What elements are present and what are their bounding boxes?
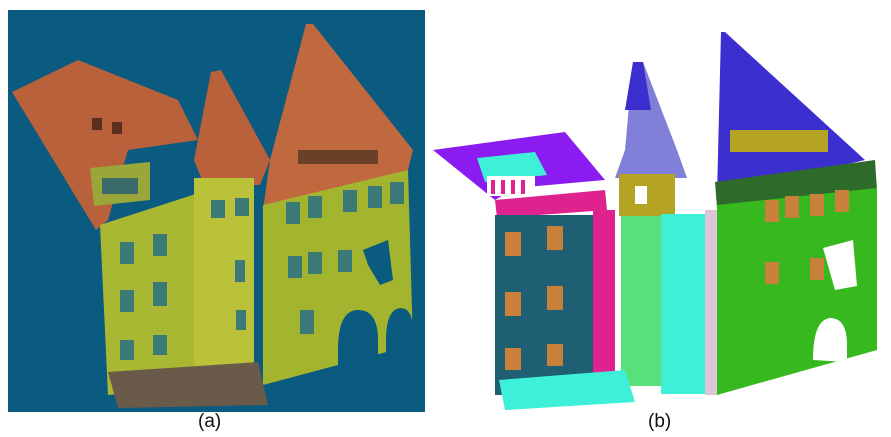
- porch-a: [108, 362, 268, 408]
- caption-b: (b): [648, 411, 672, 432]
- left-roof-a: [12, 60, 198, 230]
- right-roof-b: [717, 32, 865, 195]
- segmentation-render-b: [425, 10, 891, 412]
- point-cloud-render-a: [8, 10, 433, 412]
- segmented-image-b: [425, 10, 891, 412]
- point-cloud-image-a: [8, 10, 433, 412]
- porch-b: [499, 370, 635, 410]
- tower-roof-a: [194, 70, 270, 185]
- caption-a: (a): [198, 411, 222, 432]
